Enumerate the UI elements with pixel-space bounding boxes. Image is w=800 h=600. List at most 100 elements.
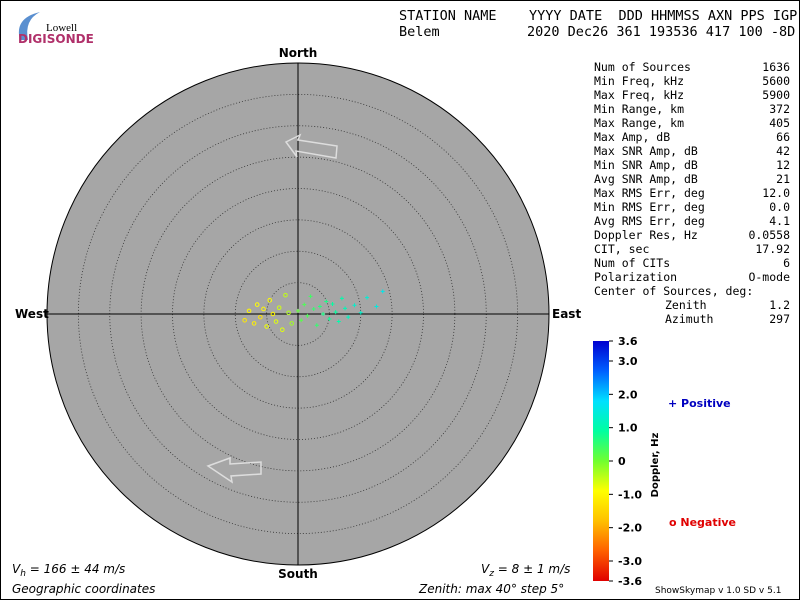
colorbar-tick-label: -1.0 [618, 488, 642, 501]
center-label: Zenith [665, 298, 707, 312]
header-values: 2020 Dec26 361 193536 417 100 -8D [527, 24, 795, 40]
source-positive [333, 310, 338, 315]
colorbar [593, 341, 609, 581]
source-negative [267, 297, 273, 303]
source-positive [305, 313, 310, 318]
text: ° [558, 582, 564, 596]
source-positive [321, 312, 326, 316]
source-negative [289, 321, 295, 326]
source-negative [273, 319, 279, 324]
logo-bottom: DIGISONDE [18, 32, 94, 46]
stat-value: 5900 [762, 88, 790, 102]
stat-value: 5600 [762, 74, 790, 88]
center-value: 297 [769, 312, 790, 326]
stat-label: Min Freq, kHz [594, 74, 684, 88]
source-positive [311, 306, 316, 311]
header-station: Belem [399, 24, 440, 40]
source-positive [317, 304, 322, 309]
colorbar-tick-label: -2.0 [618, 522, 642, 535]
legend-positive: + Positive [668, 397, 731, 410]
center-value: 1.2 [769, 298, 790, 312]
stat-value: 4.1 [769, 214, 790, 228]
colorbar-tick-label: 3.0 [618, 355, 638, 368]
arrow [206, 456, 262, 484]
stat-value: O-mode [748, 270, 790, 284]
source-negative [246, 308, 252, 314]
center-title: Center of Sources, deg: [594, 284, 753, 298]
compass-west: West [15, 307, 49, 321]
v-value: = 8 ± 1 m/s [494, 562, 570, 576]
velocity-h: Vh = 166 ± 44 m/s [12, 562, 125, 579]
source-positive [324, 299, 329, 304]
text: Zenith: max [418, 582, 496, 596]
source-positive [358, 310, 363, 315]
stat-label: Num of CITs [594, 256, 670, 270]
stat-value: 0.0 [769, 200, 790, 214]
stat-label: Avg RMS Err, deg [594, 214, 705, 228]
legend-negative: o Negative [669, 516, 736, 529]
footer-coords: Geographic coordinates [12, 582, 155, 596]
stat-value: 1636 [762, 60, 790, 74]
stat-label: Doppler Res, Hz [594, 228, 698, 242]
stat-label: Min SNR Amp, dB [594, 158, 698, 172]
stat-label: Max Amp, dB [594, 130, 670, 144]
stat-label: Polarization [594, 270, 677, 284]
source-positive [365, 295, 370, 300]
stat-value: 6 [783, 256, 790, 270]
value: 5 [551, 582, 559, 596]
source-positive [308, 294, 313, 299]
compass-south: South [278, 567, 318, 581]
source-positive [302, 302, 307, 307]
stat-label: Max RMS Err, deg [594, 186, 705, 200]
v-symbol: V [12, 562, 21, 576]
stat-label: Max Freq, kHz [594, 88, 684, 102]
text: ° step [511, 582, 551, 596]
source-negative [283, 292, 288, 298]
colorbar-tick-label: 3.6 [618, 335, 638, 348]
source-negative [258, 314, 263, 320]
velocity-z: Vz = 8 ± 1 m/s [481, 562, 570, 579]
footer-version: ShowSkymap v 1.0 SD v 5.1 [655, 586, 781, 596]
source-negative [280, 327, 285, 332]
source-negative [251, 321, 257, 326]
stat-label: Max SNR Amp, dB [594, 144, 698, 158]
stat-value: 0.0558 [748, 228, 790, 242]
source-positive [339, 296, 344, 301]
source-negative [270, 311, 276, 317]
stat-value: 12.0 [762, 186, 790, 200]
source-positive [296, 308, 300, 313]
compass-north: North [279, 46, 317, 60]
source-positive [314, 323, 319, 328]
footer-zenith: Zenith: max 40° step 5° [418, 582, 564, 596]
compass-east: East [552, 307, 581, 321]
arrow [284, 133, 338, 159]
source-positive [327, 317, 332, 322]
source-positive [330, 301, 335, 306]
stat-label: Min Range, km [594, 102, 684, 116]
stat-label: Num of Sources [594, 60, 691, 74]
source-positive [374, 304, 379, 309]
colorbar-tick-label: -3.6 [618, 575, 642, 588]
source-positive [346, 315, 351, 320]
colorbar-tick-label: 1.0 [618, 422, 638, 435]
header-labels: STATION NAME YYYY DATE DDD HHMMSS AXN PP… [399, 8, 797, 24]
stat-value: 372 [769, 102, 790, 116]
source-positive [380, 289, 385, 294]
source-negative [264, 324, 269, 329]
stat-label: Max Range, km [594, 116, 684, 130]
stat-label: CIT, sec [594, 242, 649, 256]
stat-value: 12 [776, 158, 790, 172]
logo-swoosh [18, 12, 40, 40]
logo-top: Lowell [46, 22, 77, 34]
center-label: Azimuth [665, 312, 713, 326]
v-symbol: V [481, 562, 490, 576]
source-positive [352, 303, 357, 308]
source-negative [276, 305, 282, 311]
v-value: = 166 ± 44 m/s [26, 562, 125, 576]
source-negative [242, 317, 247, 323]
source-positive [336, 319, 341, 324]
source-negative [254, 302, 260, 307]
colorbar-tick-label: -3.0 [618, 555, 642, 568]
stat-value: 405 [769, 116, 790, 130]
